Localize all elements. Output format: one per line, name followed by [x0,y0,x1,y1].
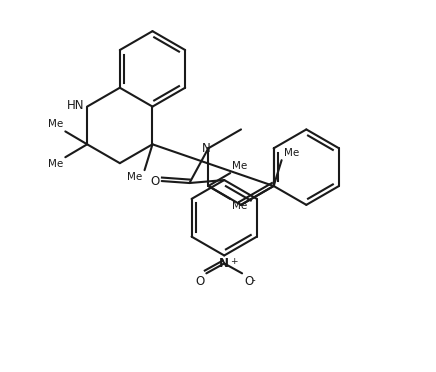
Text: O: O [244,275,253,288]
Text: Me: Me [232,161,247,171]
Text: Me: Me [283,148,299,158]
Text: Me: Me [127,172,143,182]
Text: Me: Me [48,119,63,129]
Text: O: O [150,174,160,187]
Text: Me: Me [48,159,63,169]
Text: N: N [202,142,211,155]
Text: Me: Me [232,201,247,211]
Text: +: + [230,257,238,266]
Text: O: O [195,275,204,288]
Text: N: N [219,257,229,270]
Text: -: - [251,275,255,285]
Text: HN: HN [67,99,84,112]
